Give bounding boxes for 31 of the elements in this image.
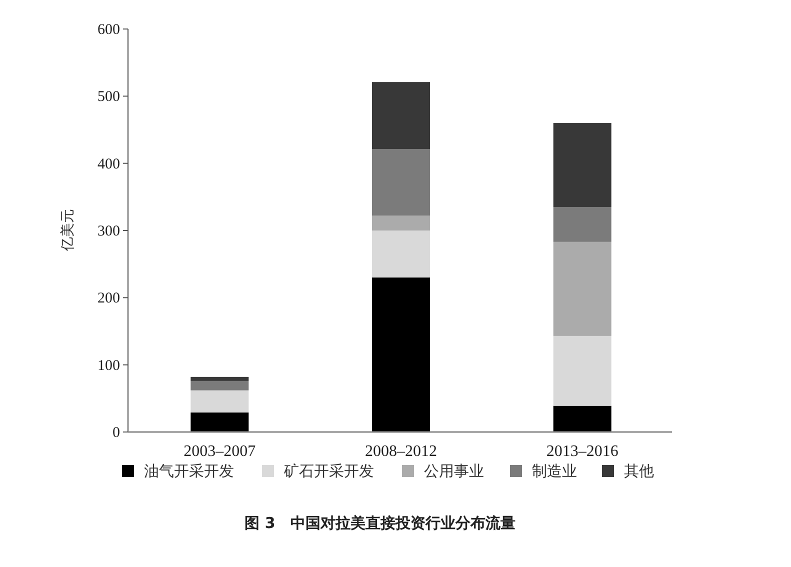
- y-tick-label: 200: [98, 290, 120, 307]
- bar: [372, 216, 430, 230]
- bar: [372, 230, 430, 278]
- x-tick-label: 2003–2007: [184, 443, 256, 460]
- bar: [190, 390, 249, 413]
- y-tick-label: 500: [98, 89, 120, 106]
- legend-label: 矿石开采开发: [283, 462, 374, 480]
- legend-label: 制造业: [532, 462, 577, 480]
- bar: [190, 376, 249, 381]
- x-tick-label: 2008–2012: [365, 443, 437, 460]
- legend-label: 公用事业: [424, 462, 484, 480]
- legend-label: 其他: [624, 462, 654, 480]
- bar: [553, 242, 612, 336]
- bar: [372, 82, 430, 150]
- bar: [372, 149, 430, 216]
- bar: [553, 206, 612, 242]
- y-tick-label: 600: [98, 22, 120, 38]
- bar: [190, 380, 249, 390]
- bar: [190, 412, 249, 432]
- y-tick-label: 400: [98, 156, 120, 172]
- legend-label: 油气开采开发: [144, 462, 234, 480]
- y-tick-label: 100: [98, 358, 120, 374]
- y-tick-label: 0: [112, 425, 120, 441]
- bar: [553, 123, 612, 207]
- bar: [372, 278, 430, 432]
- text: 图 3 中国对拉美直接投资行业分布流量: [244, 514, 516, 532]
- y-tick-label: 300: [98, 224, 120, 240]
- bar: [553, 336, 612, 406]
- x-tick-label: 2013–2016: [546, 443, 618, 460]
- bar: [553, 406, 612, 432]
- y-axis-title: 亿美元: [60, 209, 76, 252]
